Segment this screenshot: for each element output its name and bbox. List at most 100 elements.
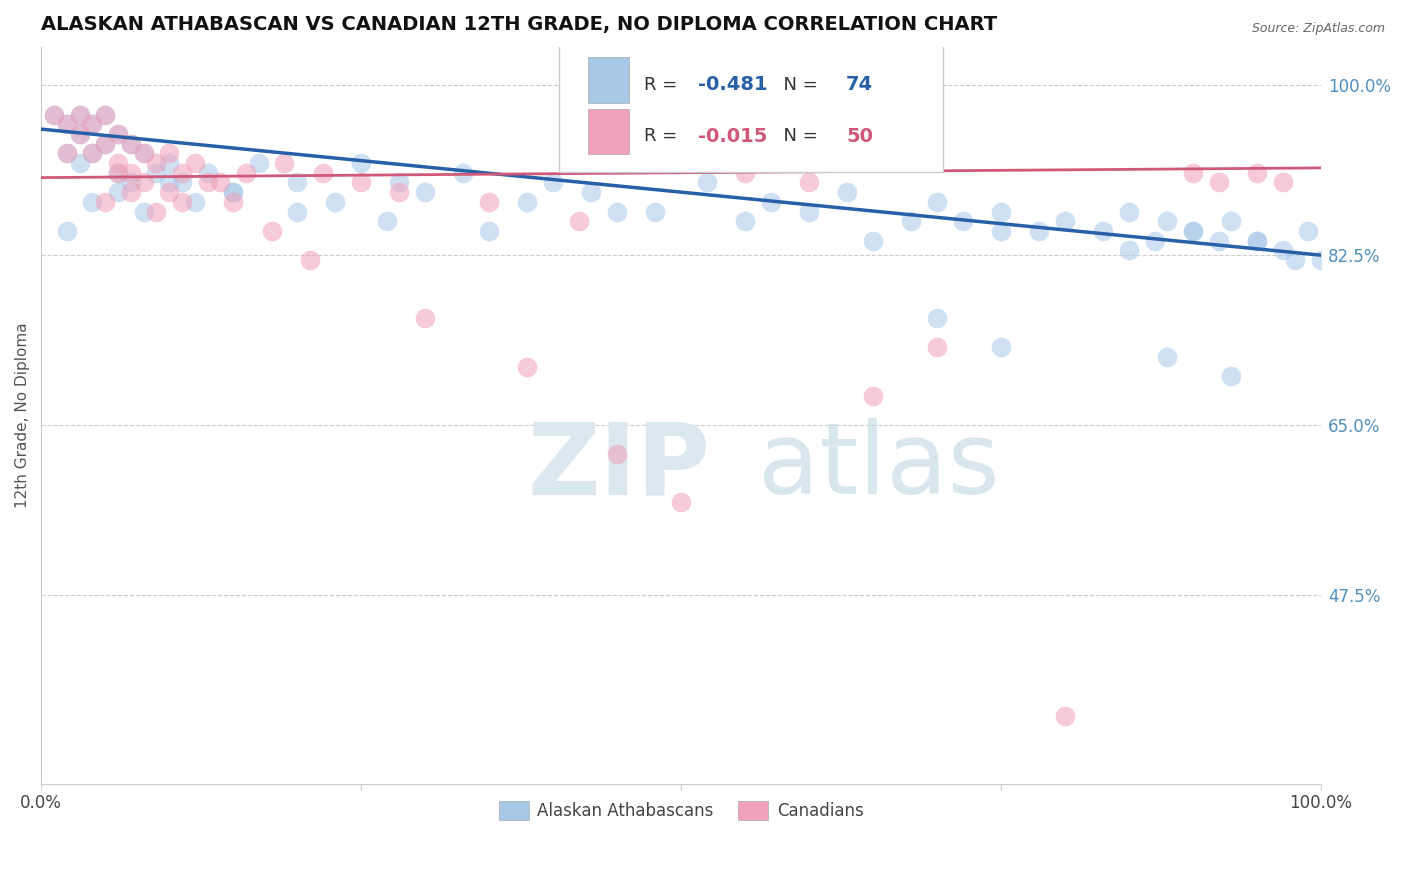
Point xyxy=(350,156,373,170)
Point xyxy=(197,166,219,180)
Point xyxy=(120,166,142,180)
Point xyxy=(120,176,142,190)
Point xyxy=(235,166,257,180)
Point xyxy=(1246,234,1268,248)
Point xyxy=(222,185,245,199)
Point xyxy=(952,214,974,228)
Point xyxy=(516,359,538,374)
Point xyxy=(388,176,411,190)
Point xyxy=(157,176,180,190)
Point xyxy=(82,117,104,131)
Point xyxy=(1296,224,1319,238)
Text: ZIP: ZIP xyxy=(527,418,710,516)
Point xyxy=(1284,253,1306,268)
Point xyxy=(120,185,142,199)
Point xyxy=(837,185,859,199)
Point xyxy=(82,194,104,209)
Point xyxy=(82,146,104,161)
Point xyxy=(1182,224,1205,238)
Text: R =: R = xyxy=(644,76,683,94)
Point xyxy=(145,156,167,170)
Bar xyxy=(588,57,628,103)
Point xyxy=(94,194,117,209)
Point xyxy=(247,156,270,170)
Text: Source: ZipAtlas.com: Source: ZipAtlas.com xyxy=(1251,22,1385,36)
Point xyxy=(1156,350,1178,364)
Point xyxy=(273,156,295,170)
Point xyxy=(69,127,91,141)
Point xyxy=(107,127,129,141)
Point xyxy=(82,117,104,131)
Point xyxy=(478,224,501,238)
Bar xyxy=(588,109,628,154)
Point xyxy=(222,185,245,199)
Point xyxy=(1310,253,1333,268)
Point xyxy=(107,127,129,141)
Point xyxy=(669,495,692,509)
Point xyxy=(1182,166,1205,180)
Point xyxy=(350,176,373,190)
Point xyxy=(990,340,1012,354)
Point xyxy=(183,156,205,170)
Point xyxy=(1092,224,1115,238)
Point xyxy=(1208,234,1230,248)
Point xyxy=(759,194,782,209)
Point xyxy=(55,117,77,131)
Point xyxy=(1143,234,1166,248)
Text: N =: N = xyxy=(772,127,824,145)
Point xyxy=(82,146,104,161)
Point xyxy=(145,166,167,180)
Text: -0.481: -0.481 xyxy=(697,75,768,95)
Point xyxy=(388,185,411,199)
Point xyxy=(375,214,398,228)
Point xyxy=(157,156,180,170)
Point xyxy=(69,107,91,121)
Point xyxy=(1220,214,1243,228)
Point xyxy=(55,224,77,238)
Point xyxy=(94,136,117,151)
Point xyxy=(797,204,820,219)
Point xyxy=(170,176,193,190)
Point xyxy=(94,136,117,151)
Point xyxy=(990,224,1012,238)
Point xyxy=(1054,214,1077,228)
Text: 74: 74 xyxy=(846,75,873,95)
Point xyxy=(94,107,117,121)
Point xyxy=(1271,176,1294,190)
Point xyxy=(157,146,180,161)
Point xyxy=(55,146,77,161)
Point xyxy=(298,253,321,268)
Point xyxy=(606,204,628,219)
Point xyxy=(1271,244,1294,258)
Point xyxy=(197,176,219,190)
Point xyxy=(797,176,820,190)
Text: -0.015: -0.015 xyxy=(697,127,768,145)
Point xyxy=(120,136,142,151)
Point xyxy=(1118,244,1140,258)
Point xyxy=(132,176,155,190)
Point xyxy=(325,194,347,209)
Point xyxy=(925,194,948,209)
FancyBboxPatch shape xyxy=(560,43,943,172)
Point xyxy=(69,107,91,121)
Point xyxy=(107,185,129,199)
Point xyxy=(1246,166,1268,180)
Point xyxy=(94,107,117,121)
Point xyxy=(644,204,666,219)
Point xyxy=(107,166,129,180)
Text: R =: R = xyxy=(644,127,683,145)
Point xyxy=(209,176,232,190)
Point xyxy=(413,185,436,199)
Point xyxy=(120,136,142,151)
Point xyxy=(862,234,884,248)
Point xyxy=(453,166,475,180)
Point xyxy=(925,340,948,354)
Point xyxy=(285,176,308,190)
Point xyxy=(478,194,501,209)
Point xyxy=(285,204,308,219)
Point xyxy=(260,224,283,238)
Point xyxy=(900,214,922,228)
Point xyxy=(862,389,884,403)
Point xyxy=(1182,224,1205,238)
Text: ALASKAN ATHABASCAN VS CANADIAN 12TH GRADE, NO DIPLOMA CORRELATION CHART: ALASKAN ATHABASCAN VS CANADIAN 12TH GRAD… xyxy=(41,15,997,34)
